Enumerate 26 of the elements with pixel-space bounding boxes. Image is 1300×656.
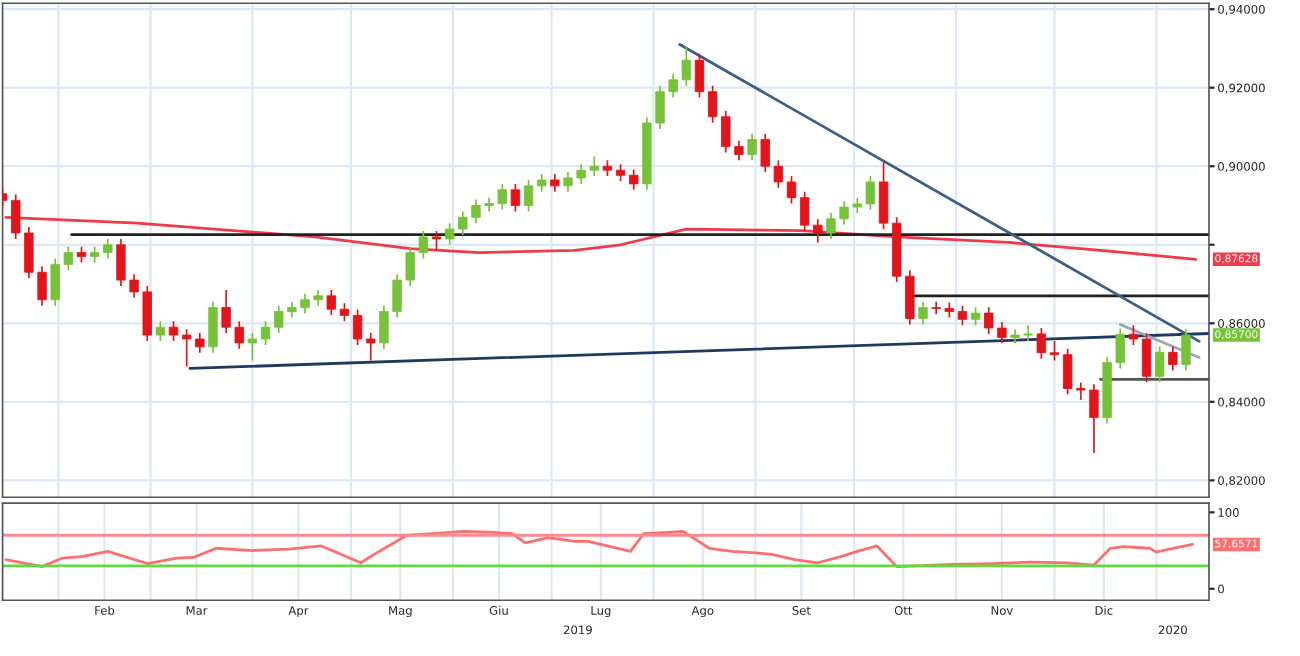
candlestick (878, 161, 889, 230)
line-series (4, 530, 1194, 568)
candlestick (957, 304, 968, 327)
candlestick (747, 132, 757, 162)
candlestick (510, 183, 521, 213)
candlestick (786, 175, 797, 205)
line-series (4, 215, 1198, 261)
candlestick (431, 230, 442, 252)
candlestick (694, 53, 705, 99)
candlestick (1036, 327, 1047, 360)
candlestick (339, 302, 350, 323)
candlestick (1141, 332, 1152, 384)
candlestick (918, 300, 928, 326)
candlestick (260, 320, 271, 346)
candlestick (970, 306, 981, 327)
candlestick (1155, 345, 1165, 384)
candlestick (168, 320, 179, 342)
candlestick (326, 289, 337, 316)
candlestick (247, 332, 258, 362)
candlestick (1128, 324, 1139, 346)
candlestick (1168, 345, 1178, 372)
candlestick (523, 179, 534, 213)
candlestick (1049, 340, 1060, 362)
candlestick (1181, 328, 1191, 372)
candlestick (155, 320, 166, 342)
candlestick (208, 300, 218, 354)
